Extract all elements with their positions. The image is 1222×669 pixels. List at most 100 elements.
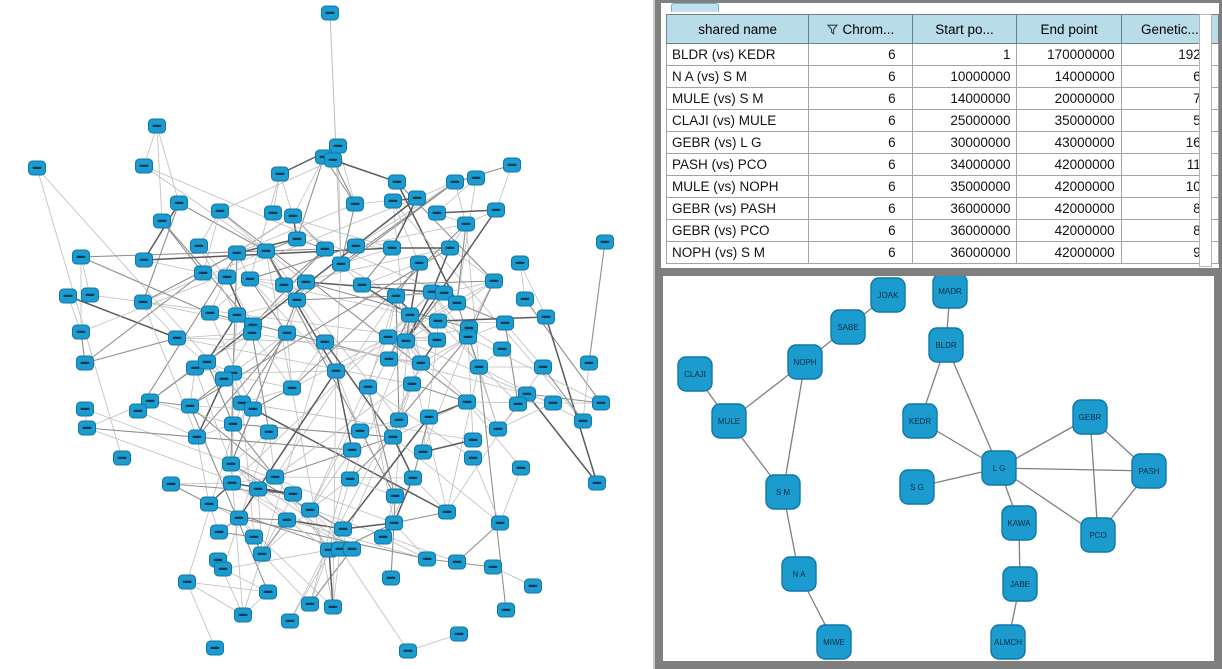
network-node[interactable] (459, 329, 477, 345)
network-node[interactable] (457, 216, 475, 232)
network-node[interactable] (134, 294, 152, 310)
network-node[interactable] (222, 456, 240, 472)
network-node[interactable] (141, 393, 159, 409)
network-node[interactable] (496, 315, 514, 331)
network-node[interactable] (113, 450, 131, 466)
node-PASH[interactable]: PASH (1131, 453, 1167, 489)
node-SG[interactable]: S G (899, 469, 935, 505)
network-node[interactable] (168, 330, 186, 346)
network-node[interactable] (383, 240, 401, 256)
network-node[interactable] (76, 355, 94, 371)
network-node[interactable] (384, 429, 402, 445)
network-node[interactable] (588, 475, 606, 491)
network-node[interactable] (441, 240, 459, 256)
network-node[interactable] (72, 324, 90, 340)
network-node[interactable] (450, 626, 468, 642)
main-network-canvas[interactable] (0, 0, 653, 669)
node-NA[interactable]: N A (781, 556, 817, 592)
node-MULE[interactable]: MULE (711, 403, 747, 439)
network-node[interactable] (397, 333, 415, 349)
network-node[interactable] (278, 325, 296, 341)
network-node[interactable] (28, 160, 46, 176)
network-node[interactable] (534, 359, 552, 375)
network-node[interactable] (438, 504, 456, 520)
network-node[interactable] (266, 469, 284, 485)
network-node[interactable] (211, 203, 229, 219)
table-row[interactable]: BLDR (vs) KEDR 6 1 170000000 192.0 (665, 43, 1220, 66)
network-node[interactable] (297, 274, 315, 290)
network-node[interactable] (181, 398, 199, 414)
network-node[interactable] (257, 243, 275, 259)
column-header-sharedname[interactable]: shared name (665, 14, 810, 44)
node-SM[interactable]: S M (765, 474, 801, 510)
network-node[interactable] (401, 307, 419, 323)
network-node[interactable] (359, 379, 377, 395)
network-node[interactable] (288, 292, 306, 308)
network-node[interactable] (574, 413, 592, 429)
network-node[interactable] (324, 599, 342, 615)
network-node[interactable] (162, 476, 180, 492)
network-node[interactable] (288, 231, 306, 247)
network-node[interactable] (537, 309, 555, 325)
network-node[interactable] (387, 288, 405, 304)
network-node[interactable] (388, 174, 406, 190)
network-node[interactable] (464, 450, 482, 466)
network-node[interactable] (245, 529, 263, 545)
table-row[interactable]: GEBR (vs) PCO636000000420000008.4 (665, 219, 1220, 242)
network-node[interactable] (316, 334, 334, 350)
network-node[interactable] (243, 325, 261, 341)
network-node[interactable] (234, 607, 252, 623)
network-node[interactable] (491, 515, 509, 531)
node-BLDR[interactable]: BLDR (928, 327, 964, 363)
network-node[interactable] (329, 138, 347, 154)
network-node[interactable] (580, 355, 598, 371)
network-node[interactable] (259, 584, 277, 600)
network-node[interactable] (301, 596, 319, 612)
network-node[interactable] (382, 570, 400, 586)
network-node[interactable] (253, 546, 271, 562)
network-node[interactable] (215, 371, 233, 387)
network-node[interactable] (275, 277, 293, 293)
network-node[interactable] (241, 271, 259, 287)
network-node[interactable] (249, 481, 267, 497)
network-node[interactable] (218, 269, 236, 285)
network-node[interactable] (198, 354, 216, 370)
network-node[interactable] (129, 403, 147, 419)
network-node[interactable] (428, 205, 446, 221)
network-node[interactable] (135, 158, 153, 174)
network-node[interactable] (386, 488, 404, 504)
network-node[interactable] (284, 486, 302, 502)
network-node[interactable] (448, 554, 466, 570)
network-node[interactable] (458, 394, 476, 410)
network-node[interactable] (512, 460, 530, 476)
network-node[interactable] (414, 444, 432, 460)
node-CLAJI[interactable]: CLAJI (677, 356, 713, 392)
network-node[interactable] (224, 416, 242, 432)
network-node[interactable] (412, 355, 430, 371)
network-node[interactable] (410, 255, 428, 271)
node-NOPH[interactable]: NOPH (787, 344, 823, 380)
network-node[interactable] (214, 561, 232, 577)
network-node[interactable] (503, 157, 521, 173)
table-row[interactable]: GEBR (vs) L G6300000004300000016.9 (665, 131, 1220, 154)
network-node[interactable] (384, 193, 402, 209)
network-node[interactable] (327, 363, 345, 379)
network-node[interactable] (379, 329, 397, 345)
network-node[interactable] (467, 170, 485, 186)
network-node[interactable] (446, 174, 464, 190)
network-node[interactable] (351, 423, 369, 439)
network-node[interactable] (385, 515, 403, 531)
network-node[interactable] (470, 359, 488, 375)
network-node[interactable] (206, 640, 224, 656)
network-node[interactable] (316, 241, 334, 257)
network-node[interactable] (284, 208, 302, 224)
network-node[interactable] (59, 288, 77, 304)
network-node[interactable] (448, 295, 466, 311)
network-node[interactable] (487, 202, 505, 218)
table-row[interactable]: PASH (vs) PCO6340000004200000011.4 (665, 153, 1220, 176)
network-node[interactable] (153, 213, 171, 229)
network-node[interactable] (135, 252, 153, 268)
column-header-endpoint[interactable]: End point (1016, 14, 1122, 44)
network-node[interactable] (324, 152, 342, 168)
network-node[interactable] (399, 643, 417, 659)
